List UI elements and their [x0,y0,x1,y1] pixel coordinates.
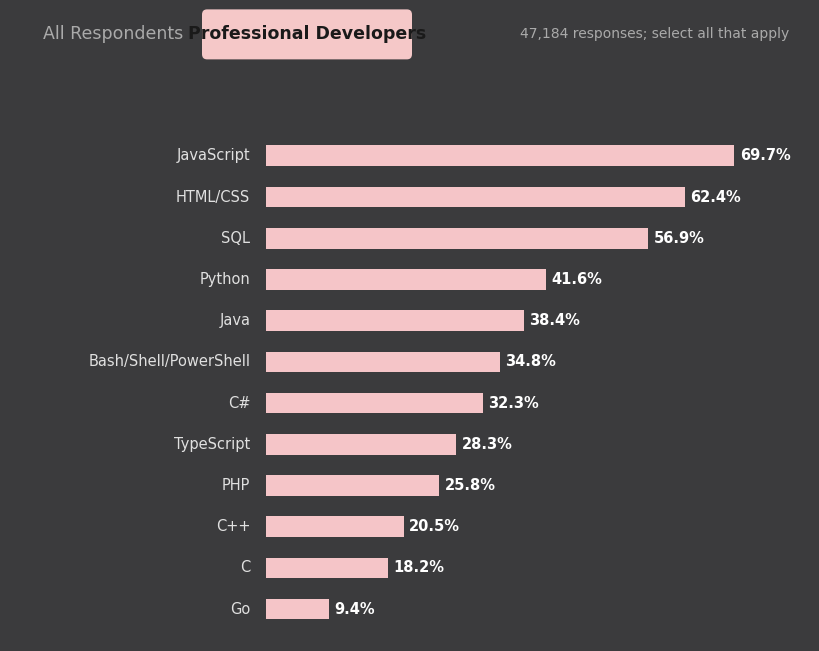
Bar [266,393,483,413]
Text: 38.4%: 38.4% [529,313,581,328]
Text: Professional Developers: Professional Developers [188,25,426,44]
Text: 20.5%: 20.5% [410,519,460,534]
Text: 32.3%: 32.3% [488,396,539,411]
Bar [266,269,545,290]
Bar [266,516,404,537]
Text: Python: Python [200,272,251,287]
Bar [266,352,500,372]
Text: All Respondents: All Respondents [43,25,183,44]
Bar [266,145,735,166]
Bar [266,558,388,578]
Bar [266,599,329,620]
Text: 34.8%: 34.8% [505,354,556,369]
Text: JavaScript: JavaScript [177,148,251,163]
Bar [266,187,686,207]
Text: SQL: SQL [221,230,251,245]
Text: Bash/Shell/PowerShell: Bash/Shell/PowerShell [88,354,251,369]
Text: 25.8%: 25.8% [445,478,495,493]
Text: 62.4%: 62.4% [690,189,741,204]
Text: Go: Go [230,602,251,616]
Text: C#: C# [228,396,251,411]
Bar [266,475,440,496]
Text: 56.9%: 56.9% [654,230,704,245]
Text: Java: Java [219,313,251,328]
Text: 41.6%: 41.6% [551,272,602,287]
Text: C++: C++ [215,519,251,534]
Text: HTML/CSS: HTML/CSS [176,189,251,204]
Text: C: C [240,561,251,575]
Bar [266,434,456,454]
FancyBboxPatch shape [202,9,412,59]
Text: 69.7%: 69.7% [740,148,790,163]
Text: 9.4%: 9.4% [335,602,375,616]
Text: PHP: PHP [222,478,251,493]
Text: 47,184 responses; select all that apply: 47,184 responses; select all that apply [520,27,790,42]
Text: 28.3%: 28.3% [462,437,513,452]
Bar [266,228,649,249]
Text: TypeScript: TypeScript [174,437,251,452]
Bar [266,311,524,331]
Text: 18.2%: 18.2% [394,561,445,575]
